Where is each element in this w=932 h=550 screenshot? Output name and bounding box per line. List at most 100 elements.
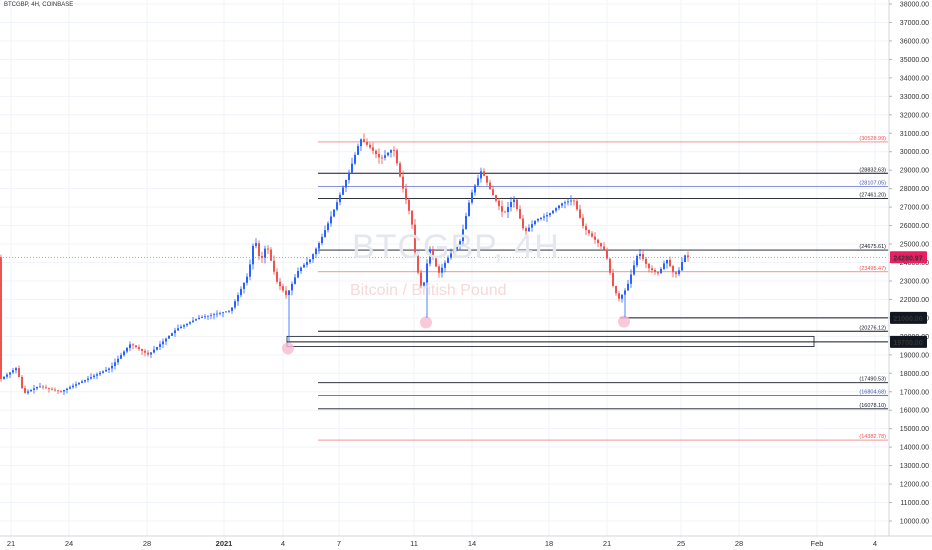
- candle-body: [402, 176, 404, 189]
- candle-body: [180, 326, 182, 329]
- low-marker: [282, 342, 294, 355]
- time-tick-label: 11: [410, 539, 418, 548]
- price-tick-label: 18000.00: [900, 371, 929, 378]
- time-tick-label: 21: [603, 539, 611, 548]
- candle-body: [456, 245, 458, 250]
- candle-body: [627, 283, 629, 291]
- candle-body: [231, 307, 233, 311]
- candle-body: [510, 202, 512, 208]
- price-tick-label: 14000.00: [900, 445, 929, 452]
- candle-body: [459, 241, 461, 246]
- candle-body: [3, 376, 5, 379]
- candle-body: [663, 263, 665, 269]
- price-tick-label: 15000.00: [900, 426, 929, 433]
- candle-body: [165, 338, 167, 342]
- candle-body: [408, 199, 410, 211]
- candle-body: [375, 150, 377, 155]
- candle-body: [327, 223, 329, 231]
- price-tick-label: 36000.00: [900, 38, 929, 45]
- candle-body: [414, 224, 416, 253]
- candle-body: [150, 352, 152, 355]
- candle-body: [195, 319, 197, 321]
- candle-body: [543, 216, 545, 218]
- candle-body: [489, 182, 491, 190]
- candle-body: [438, 266, 440, 273]
- time-tick-label: 7: [337, 539, 341, 548]
- candle-body: [585, 226, 587, 231]
- candle-body: [255, 243, 257, 246]
- candle-body: [390, 150, 392, 153]
- candle-body: [645, 258, 647, 264]
- candle-body: [531, 224, 533, 228]
- price-tick-label: 19000.00: [900, 352, 929, 359]
- level-label: (24675.61): [859, 244, 886, 250]
- candle-body: [486, 175, 488, 183]
- candle-body: [600, 243, 602, 247]
- price-tick-label: 13000.00: [900, 463, 929, 470]
- candle-body: [507, 207, 509, 213]
- candle-body: [111, 365, 113, 369]
- price-tick-label: 10000.00: [900, 519, 929, 526]
- candle-body: [135, 345, 137, 348]
- candle-body: [324, 230, 326, 237]
- candle-body: [672, 266, 674, 273]
- candle-body: [60, 391, 62, 392]
- low-markers: [282, 315, 630, 355]
- candle-body: [123, 351, 125, 356]
- candle-body: [480, 171, 482, 179]
- candle-body: [225, 311, 227, 313]
- time-tick-label: 2021: [216, 539, 233, 548]
- candle-body: [57, 390, 59, 392]
- price-tick-label: 34000.00: [900, 75, 929, 82]
- candle-body: [282, 286, 284, 291]
- candle-body: [267, 248, 269, 250]
- candle-body: [285, 290, 287, 295]
- candle-body: [576, 201, 578, 210]
- candle-body: [654, 269, 656, 272]
- candle-body: [48, 388, 50, 389]
- candle-body: [252, 245, 254, 265]
- candle-body: [540, 217, 542, 219]
- candle-body: [105, 369, 107, 372]
- time-tick-label: 21: [7, 539, 15, 548]
- candle-body: [258, 243, 260, 257]
- price-tick-label: 17000.00: [900, 389, 929, 396]
- horizontal-levels[interactable]: [287, 141, 888, 441]
- price-tick-label: 26000.00: [900, 223, 929, 230]
- candle-body: [240, 288, 242, 296]
- level-label: (28107.05): [859, 181, 886, 187]
- candle-body: [108, 368, 110, 370]
- candle-body: [75, 384, 77, 386]
- candle-body: [18, 368, 20, 377]
- candle-body: [441, 267, 443, 273]
- candle-body: [183, 325, 185, 327]
- candle-body: [360, 139, 362, 147]
- candle-body: [339, 194, 341, 203]
- level-label: (14382.78): [859, 434, 886, 440]
- watermark-subtitle: Bitcoin / British Pound: [350, 282, 507, 299]
- candle-body: [15, 368, 17, 371]
- time-axis[interactable]: 21 24 28 2021 4 7 11 14 18 21 25 28 Feb 4: [0, 535, 932, 548]
- candle-body: [141, 348, 143, 351]
- price-tick-label: 11000.00: [900, 500, 929, 507]
- candle-body: [87, 378, 89, 380]
- candle-body: [609, 258, 611, 273]
- candle-body: [561, 203, 563, 206]
- candle-body: [66, 388, 68, 391]
- price-axis[interactable]: 10000.00 11000.00 12000.00 13000.00 14000.00…: [888, 0, 929, 536]
- candle-body: [579, 209, 581, 218]
- candle-body: [27, 391, 29, 393]
- candle-body: [495, 195, 497, 201]
- candle-body: [399, 163, 401, 177]
- candle-body: [381, 157, 383, 159]
- candle-body: [318, 243, 320, 249]
- level-price-badge: [890, 335, 927, 348]
- candle-body: [564, 202, 566, 204]
- candle-body: [315, 248, 317, 255]
- price-tick-label: 30000.00: [900, 149, 929, 156]
- candle-body: [69, 387, 71, 389]
- candle-body: [30, 389, 32, 392]
- candle-body: [354, 154, 356, 164]
- candle-body: [423, 282, 425, 286]
